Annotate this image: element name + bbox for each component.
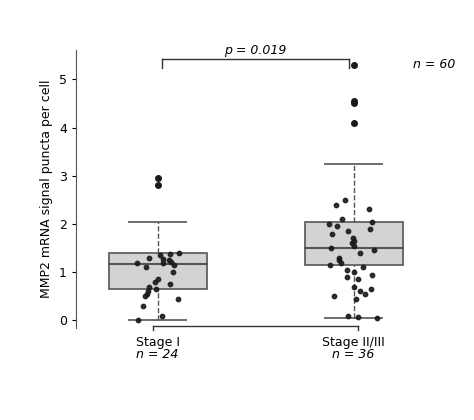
Point (159, 259, 167, 266)
Point (142, 293, 149, 299)
Point (350, 283, 358, 290)
Point (134, 317, 142, 324)
Text: n = 36: n = 36 (332, 348, 375, 361)
Text: n = 24: n = 24 (137, 348, 179, 361)
Point (350, 242, 358, 249)
Point (368, 218, 376, 225)
Point (352, 295, 359, 302)
Point (344, 312, 351, 319)
Point (343, 273, 351, 280)
Point (175, 249, 182, 256)
Point (356, 249, 364, 256)
Point (343, 266, 351, 273)
Point (344, 228, 352, 234)
Point (327, 245, 335, 252)
Point (373, 315, 381, 321)
Point (158, 312, 166, 319)
Point (367, 286, 374, 292)
Point (171, 262, 178, 268)
Point (166, 281, 174, 288)
Point (354, 313, 362, 320)
Point (139, 302, 147, 309)
Point (146, 283, 153, 290)
Point (326, 262, 333, 268)
Point (152, 286, 160, 292)
Point (350, 237, 358, 244)
Point (151, 278, 159, 285)
Text: n = 60: n = 60 (412, 58, 455, 71)
Point (359, 264, 367, 271)
Point (366, 226, 374, 232)
Point (167, 258, 175, 265)
Point (333, 223, 340, 230)
Point (145, 255, 153, 261)
Point (355, 276, 362, 283)
Point (328, 230, 336, 237)
Y-axis label: MMP2 mRNA signal puncta per cell: MMP2 mRNA signal puncta per cell (40, 80, 53, 298)
Point (341, 197, 349, 203)
Point (326, 220, 333, 227)
Text: Stage I: Stage I (136, 336, 180, 349)
Point (165, 257, 173, 263)
Point (356, 288, 364, 295)
Point (330, 293, 337, 299)
Point (350, 269, 358, 276)
Point (154, 276, 162, 283)
Point (362, 291, 369, 297)
Bar (109, 253, 207, 289)
Point (170, 269, 177, 276)
Point (144, 288, 152, 295)
Point (133, 260, 140, 267)
Point (156, 252, 164, 259)
Point (338, 216, 346, 223)
Point (370, 247, 378, 254)
Point (335, 255, 343, 261)
Point (350, 235, 357, 242)
Point (365, 206, 373, 213)
Point (348, 240, 356, 247)
Point (143, 291, 151, 297)
Point (142, 264, 150, 271)
Point (166, 250, 174, 257)
Point (174, 295, 182, 302)
Text: Stage II/III: Stage II/III (322, 336, 385, 349)
Point (333, 201, 340, 208)
Point (159, 255, 166, 262)
Point (335, 257, 342, 263)
Bar (305, 221, 402, 265)
Point (337, 259, 345, 266)
Point (368, 271, 375, 278)
Text: p = 0.019: p = 0.019 (224, 44, 287, 57)
